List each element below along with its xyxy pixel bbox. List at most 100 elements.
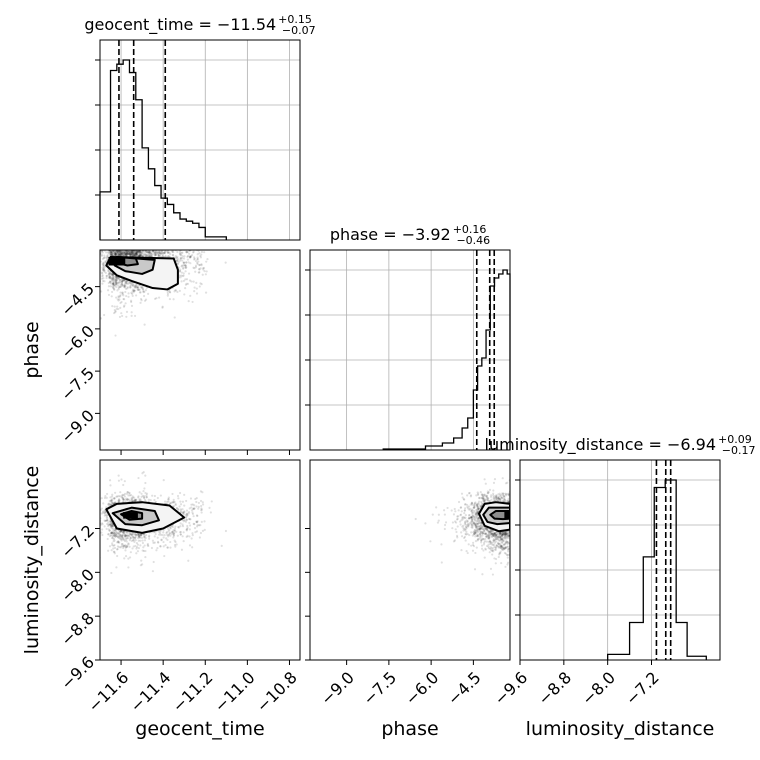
- sample-point: [112, 276, 115, 279]
- sample-point: [139, 544, 142, 547]
- sample-point: [159, 545, 162, 548]
- sample-point: [112, 288, 116, 291]
- sample-point: [145, 254, 148, 257]
- sample-point: [103, 269, 106, 272]
- sample-point: [109, 531, 113, 535]
- sample-point: [114, 310, 117, 313]
- sample-point: [178, 250, 182, 253]
- sample-point: [108, 252, 111, 255]
- sample-point: [487, 499, 490, 503]
- sample-point: [112, 282, 115, 285]
- sample-point: [112, 277, 115, 280]
- sample-point: [136, 254, 140, 257]
- sample-point: [481, 532, 484, 535]
- sample-point: [142, 255, 145, 258]
- sample-point: [493, 557, 496, 560]
- sample-point: [124, 537, 128, 540]
- sample-point: [511, 505, 513, 507]
- sample-point: [123, 495, 127, 498]
- sample-point: [503, 533, 506, 536]
- sample-point: [109, 253, 112, 256]
- sample-point: [112, 550, 115, 553]
- sample-point: [493, 531, 497, 535]
- sample-point: [102, 511, 105, 514]
- sample-point: [120, 251, 123, 254]
- sample-point: [456, 515, 459, 518]
- sample-point: [147, 253, 150, 257]
- sample-point: [111, 250, 114, 253]
- sample-point: [100, 497, 103, 500]
- title-plus: +0.09: [718, 433, 752, 446]
- sample-point: [458, 520, 462, 523]
- sample-point: [146, 251, 149, 254]
- sample-point: [142, 290, 145, 293]
- sample-point: [179, 522, 182, 525]
- sample-point: [488, 536, 491, 539]
- sample-point: [178, 531, 182, 534]
- sample-point: [502, 547, 505, 550]
- sample-point: [116, 277, 119, 280]
- sample-point: [182, 518, 185, 522]
- sample-point: [134, 533, 137, 536]
- sample-point: [183, 519, 186, 522]
- sample-point: [185, 278, 189, 281]
- sample-point: [139, 539, 142, 542]
- sample-point: [144, 555, 147, 559]
- sample-point: [112, 497, 115, 500]
- sample-point: [139, 535, 142, 538]
- sample-point: [121, 536, 124, 539]
- sample-point: [115, 532, 118, 536]
- sample-point: [161, 253, 164, 256]
- sample-point: [108, 270, 111, 273]
- sample-point: [128, 556, 132, 559]
- sample-point: [185, 266, 188, 269]
- sample-point: [483, 493, 486, 497]
- sample-point: [136, 533, 139, 536]
- sample-point: [150, 255, 153, 258]
- sample-point: [105, 496, 108, 499]
- sample-point: [138, 254, 141, 257]
- sample-point: [110, 251, 113, 254]
- sample-point: [106, 255, 109, 258]
- sample-point: [129, 551, 132, 554]
- sample-point: [131, 253, 134, 256]
- sample-point: [185, 528, 189, 531]
- sample-point: [144, 253, 147, 257]
- sample-point: [135, 546, 139, 549]
- sample-point: [134, 250, 137, 253]
- sample-point: [122, 254, 125, 257]
- sample-point: [125, 251, 129, 254]
- sample-point: [128, 532, 131, 536]
- sample-point: [103, 269, 106, 272]
- sample-point: [125, 545, 129, 548]
- sample-point: [162, 529, 165, 532]
- sample-point: [472, 517, 475, 520]
- sample-point: [473, 515, 477, 519]
- sample-point: [106, 519, 109, 522]
- sample-point: [138, 250, 142, 253]
- sample-point: [142, 496, 146, 499]
- sample-point: [103, 519, 106, 522]
- sample-point: [124, 549, 127, 552]
- sample-point: [124, 280, 127, 283]
- sample-point: [466, 532, 469, 536]
- title-text: geocent_time = −11.54: [84, 15, 276, 35]
- sample-point: [185, 499, 188, 503]
- sample-point: [140, 251, 143, 254]
- sample-point: [148, 534, 151, 537]
- sample-point: [140, 533, 143, 536]
- sample-point: [119, 533, 122, 537]
- sample-point: [114, 275, 117, 279]
- sample-point: [125, 540, 128, 543]
- sample-point: [192, 280, 195, 283]
- sample-point: [100, 250, 104, 253]
- sample-point: [116, 547, 119, 551]
- sample-point: [500, 545, 503, 548]
- sample-point: [141, 541, 145, 545]
- sample-point: [501, 477, 504, 480]
- sample-point: [117, 250, 120, 254]
- sample-point: [112, 529, 115, 532]
- sample-point: [130, 314, 133, 318]
- sample-point: [112, 280, 115, 284]
- sample-point: [149, 250, 152, 254]
